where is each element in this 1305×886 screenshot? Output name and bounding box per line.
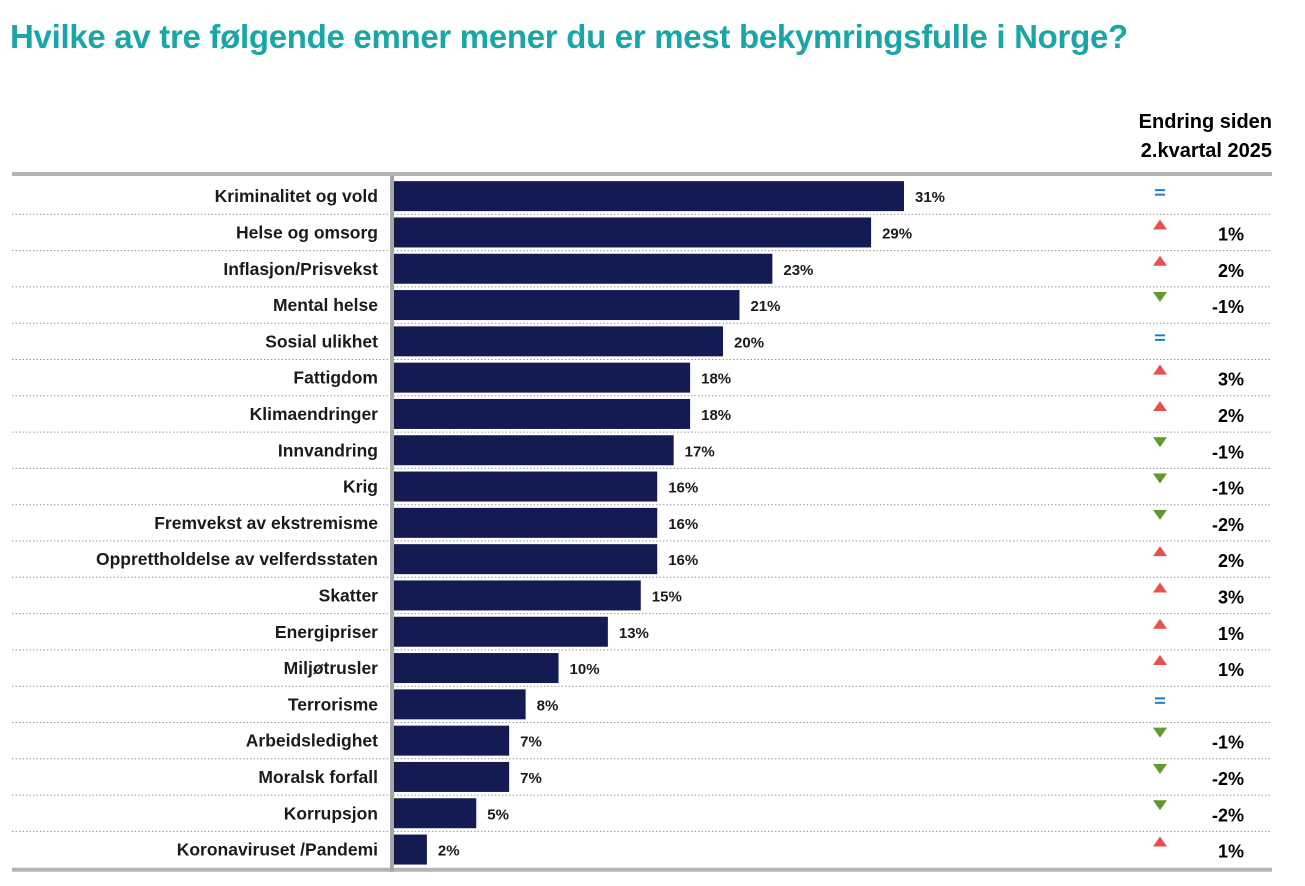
value-label: 18% [701, 371, 731, 388]
equal-icon [1155, 334, 1165, 341]
category-label: Krig [343, 477, 378, 497]
change-value-label: 2% [1218, 261, 1244, 281]
up-arrow-icon [1153, 364, 1167, 375]
bar [394, 580, 641, 611]
bar [394, 217, 872, 248]
category-label: Moralsk forfall [258, 767, 378, 787]
down-arrow-icon [1153, 473, 1167, 484]
value-label: 13% [619, 625, 649, 642]
category-label: Klimaendringer [250, 404, 379, 424]
bar [394, 653, 559, 684]
category-label: Koronaviruset /Pandemi [177, 840, 378, 860]
value-label: 10% [570, 661, 600, 678]
bar [394, 725, 510, 756]
bar [394, 689, 526, 720]
change-value-label: 2% [1218, 406, 1244, 426]
change-value-label: 1% [1218, 224, 1244, 244]
up-arrow-icon [1153, 618, 1167, 629]
bar [394, 253, 773, 284]
down-arrow-icon [1153, 437, 1167, 448]
up-arrow-icon [1153, 655, 1167, 666]
category-label: Korrupsjon [284, 803, 378, 823]
change-value-label: 3% [1218, 370, 1244, 390]
category-label: Miljøtrusler [284, 658, 379, 678]
change-column-header: Endring siden 2.kvartal 2025 [1052, 108, 1272, 166]
value-label: 5% [487, 806, 509, 823]
value-label: 23% [783, 262, 813, 279]
change-value-label: -2% [1212, 769, 1244, 789]
category-label: Arbeidsledighet [246, 731, 378, 751]
down-arrow-icon [1153, 509, 1167, 520]
up-arrow-icon [1153, 836, 1167, 847]
bar [394, 471, 658, 502]
up-arrow-icon [1153, 219, 1167, 230]
category-label: Terrorisme [288, 694, 378, 714]
value-label: 16% [668, 516, 698, 533]
category-label: Fremvekst av ekstremisme [154, 513, 378, 533]
bar [394, 507, 658, 538]
up-arrow-icon [1153, 400, 1167, 411]
bar [394, 834, 427, 865]
value-label: 7% [520, 770, 542, 787]
value-label: 15% [652, 588, 682, 605]
change-value-label: 1% [1218, 660, 1244, 680]
down-arrow-icon [1153, 292, 1167, 303]
category-label: Fattigdom [293, 368, 378, 388]
equal-icon [1155, 697, 1165, 704]
category-label: Sosial ulikhet [265, 331, 378, 351]
down-arrow-icon [1153, 800, 1167, 811]
value-label: 8% [537, 697, 559, 714]
value-label: 7% [520, 734, 542, 751]
down-arrow-icon [1153, 763, 1167, 774]
equal-icon [1155, 189, 1165, 196]
change-value-label: -2% [1212, 805, 1244, 825]
change-value-label: -1% [1212, 479, 1244, 499]
up-arrow-icon [1153, 582, 1167, 593]
change-value-label: -1% [1212, 297, 1244, 317]
category-label: Kriminalitet og vold [215, 186, 378, 206]
category-label: Inflasjon/Prisvekst [223, 259, 378, 279]
change-value-label: 1% [1218, 842, 1244, 862]
category-label: Innvandring [278, 440, 378, 460]
bar [394, 616, 608, 647]
bar [394, 798, 477, 829]
change-value-label: -1% [1212, 442, 1244, 462]
change-header-line1: Endring siden [1138, 111, 1272, 133]
bar [394, 398, 691, 429]
category-label: Energipriser [275, 622, 378, 642]
bar [394, 181, 904, 212]
bar [394, 544, 658, 575]
value-label: 18% [701, 407, 731, 424]
up-arrow-icon [1153, 255, 1167, 266]
value-label: 16% [668, 480, 698, 497]
value-label: 2% [438, 843, 460, 860]
change-value-label: 1% [1218, 624, 1244, 644]
bar [394, 761, 510, 792]
down-arrow-icon [1153, 727, 1167, 738]
bar [394, 435, 674, 466]
bar [394, 362, 691, 393]
bar [394, 326, 724, 357]
change-value-label: 2% [1218, 551, 1244, 571]
category-label: Mental helse [273, 295, 378, 315]
category-label: Opprettholdelse av velferdsstaten [96, 549, 378, 569]
value-label: 20% [734, 334, 764, 351]
change-value-label: -2% [1212, 515, 1244, 535]
value-label: 21% [750, 298, 780, 315]
bar [394, 290, 740, 321]
change-value-label: -1% [1212, 733, 1244, 753]
value-label: 31% [915, 189, 945, 206]
value-label: 16% [668, 552, 698, 569]
up-arrow-icon [1153, 546, 1167, 557]
value-label: 17% [685, 443, 715, 460]
category-label: Skatter [319, 585, 379, 605]
change-header-line2: 2.kvartal 2025 [1140, 140, 1272, 162]
category-label: Helse og omsorg [236, 222, 378, 242]
value-label: 29% [882, 225, 912, 242]
chart-title: Hvilke av tre følgende emner mener du er… [10, 18, 1128, 55]
change-value-label: 3% [1218, 587, 1244, 607]
